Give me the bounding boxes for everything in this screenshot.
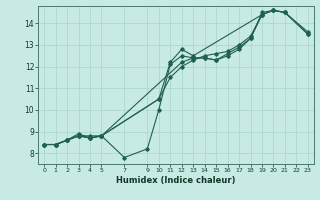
X-axis label: Humidex (Indice chaleur): Humidex (Indice chaleur) (116, 176, 236, 185)
